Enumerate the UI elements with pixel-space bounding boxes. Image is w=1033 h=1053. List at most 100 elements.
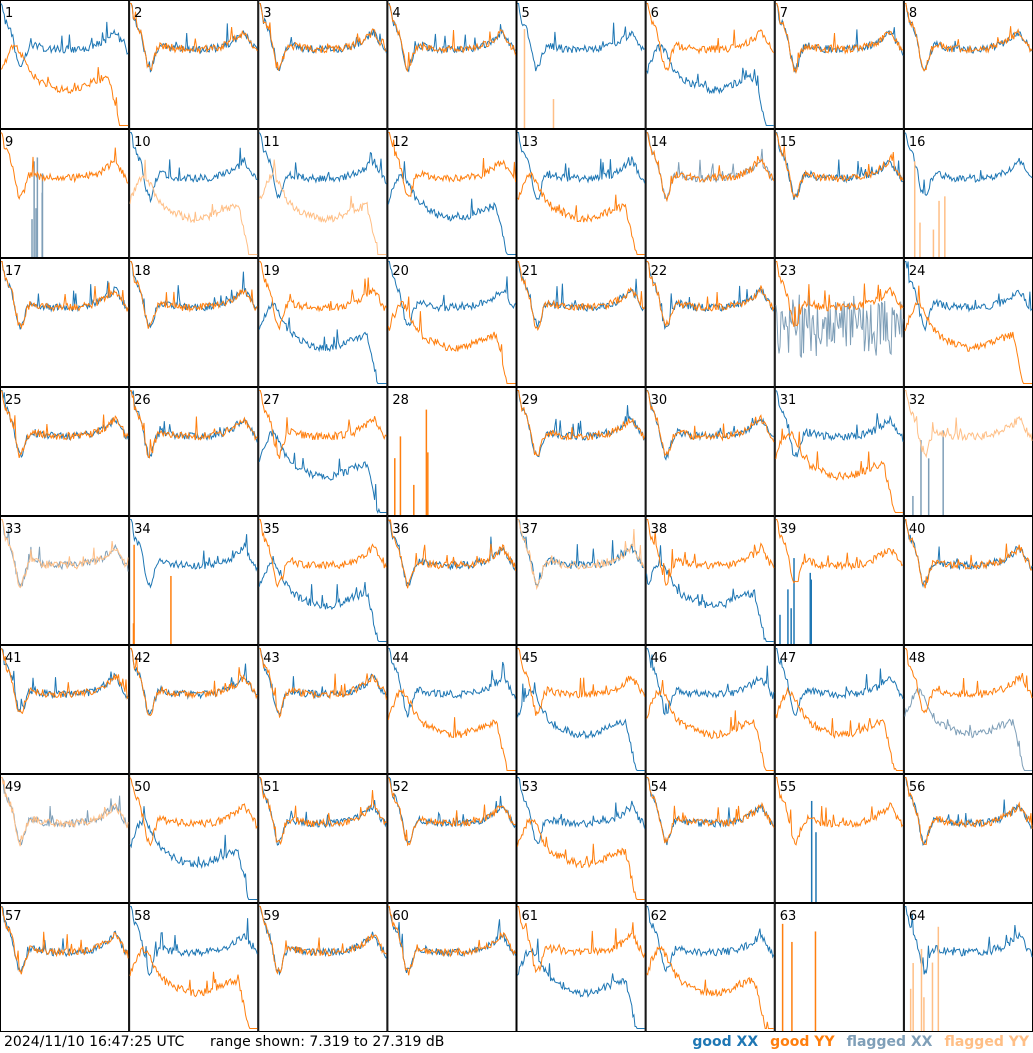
panel-label: 47 xyxy=(780,651,797,666)
series-xx-line xyxy=(775,294,904,358)
series-yy-line xyxy=(129,777,258,847)
series-xx-line xyxy=(259,648,387,716)
antenna-panel: 1 xyxy=(0,0,130,129)
antenna-panel: 9 xyxy=(0,129,130,258)
panel-frame xyxy=(387,774,517,903)
series-xx-line xyxy=(517,132,646,200)
antenna-panel: 40 xyxy=(903,516,1033,645)
panel-label: 61 xyxy=(522,909,539,924)
antenna-panel: 11 xyxy=(258,129,388,258)
panel-frame xyxy=(645,903,775,1032)
panel-frame xyxy=(387,129,517,258)
panel-label: 28 xyxy=(392,393,409,408)
panel-frame xyxy=(258,258,388,387)
series-yy-line xyxy=(0,132,129,200)
series-yy-line xyxy=(388,132,516,198)
panel-label: 6 xyxy=(651,6,659,21)
series-xx-line xyxy=(259,3,387,72)
antenna-panel: 16 xyxy=(903,129,1033,258)
panel-frame xyxy=(258,774,388,903)
series-xx-line xyxy=(258,300,387,384)
panel-frame xyxy=(774,0,904,129)
series-xx-line xyxy=(646,545,774,642)
panel-frame xyxy=(258,903,388,1032)
panel-frame xyxy=(645,0,775,129)
series-yy-line xyxy=(775,261,904,327)
panel-label: 51 xyxy=(263,780,280,795)
panel-label: 14 xyxy=(651,135,668,150)
series-yy-line xyxy=(129,159,258,255)
antenna-panel: 49 xyxy=(0,774,130,903)
panel-frame xyxy=(129,258,259,387)
panel-frame xyxy=(774,258,904,387)
panel-label: 12 xyxy=(392,135,409,150)
series-yy-line xyxy=(130,3,258,72)
antenna-panel: 6 xyxy=(645,0,775,129)
panel-label: 32 xyxy=(909,393,926,408)
panel-frame xyxy=(258,129,388,258)
antenna-panel: 23 xyxy=(774,258,904,387)
antenna-panel: 4 xyxy=(387,0,517,129)
panel-label: 46 xyxy=(651,651,668,666)
panel-frame xyxy=(387,0,517,129)
series-xx-line xyxy=(517,777,646,845)
series-yy-line xyxy=(517,171,645,255)
panel-frame xyxy=(0,129,130,258)
antenna-panel: 52 xyxy=(387,774,517,903)
panel-frame xyxy=(387,903,517,1032)
antenna-panel: 14 xyxy=(645,129,775,258)
panel-label: 48 xyxy=(909,651,926,666)
series-yy-line xyxy=(259,390,387,459)
series-yy-line xyxy=(130,261,258,329)
legend-item: good XX xyxy=(692,1034,759,1050)
panel-frame xyxy=(774,645,904,774)
panel-frame xyxy=(645,645,775,774)
panel-label: 4 xyxy=(392,6,400,21)
panel-frame xyxy=(387,387,517,516)
series-yy-line xyxy=(259,777,387,846)
antenna-panel: 61 xyxy=(516,903,646,1032)
legend-item: flagged YY xyxy=(944,1034,1029,1050)
series-yy-line xyxy=(1,777,129,847)
series-yy-line xyxy=(387,688,516,771)
antenna-panel: 45 xyxy=(516,645,646,774)
series-yy-line xyxy=(904,285,1032,384)
series-xx-line xyxy=(904,132,1033,196)
timestamp: 2024/11/10 16:47:25 UTC xyxy=(4,1034,185,1050)
series-yy-line xyxy=(259,519,387,588)
panel-label: 7 xyxy=(780,6,788,21)
series-xx-line xyxy=(388,519,516,587)
panel-label: 33 xyxy=(5,522,22,537)
series-yy-line xyxy=(1,261,129,330)
panel-frame xyxy=(645,129,775,258)
panel-frame xyxy=(0,516,130,645)
panel-label: 26 xyxy=(134,393,151,408)
panel-label: 62 xyxy=(651,909,668,924)
panel-label: 29 xyxy=(522,393,539,408)
panel-frame xyxy=(774,516,904,645)
series-yy-line xyxy=(904,3,1033,72)
antenna-panel: 28 xyxy=(387,387,517,516)
antenna-panel: 10 xyxy=(129,129,259,258)
antenna-panel: 37 xyxy=(516,516,646,645)
antenna-panel: 47 xyxy=(774,645,904,774)
antenna-panel: 25 xyxy=(0,387,130,516)
panel-label: 19 xyxy=(263,264,280,279)
series-xx-line xyxy=(904,687,1032,771)
antenna-panel: 13 xyxy=(516,129,646,258)
panel-label: 25 xyxy=(5,393,22,408)
antenna-panel: 35 xyxy=(258,516,388,645)
series-yy-line xyxy=(129,945,258,1029)
panel-label: 60 xyxy=(392,909,409,924)
panel-frame xyxy=(0,903,130,1032)
antenna-panel: 64 xyxy=(903,903,1033,1032)
panel-label: 44 xyxy=(392,651,409,666)
panel-frame xyxy=(516,0,646,129)
panel-label: 22 xyxy=(651,264,668,279)
antenna-panel: 17 xyxy=(0,258,130,387)
panel-label: 24 xyxy=(909,264,926,279)
series-yy-line xyxy=(904,390,1033,459)
panel-frame xyxy=(645,258,775,387)
series-yy-line xyxy=(517,817,645,900)
series-xx-line xyxy=(130,132,258,204)
